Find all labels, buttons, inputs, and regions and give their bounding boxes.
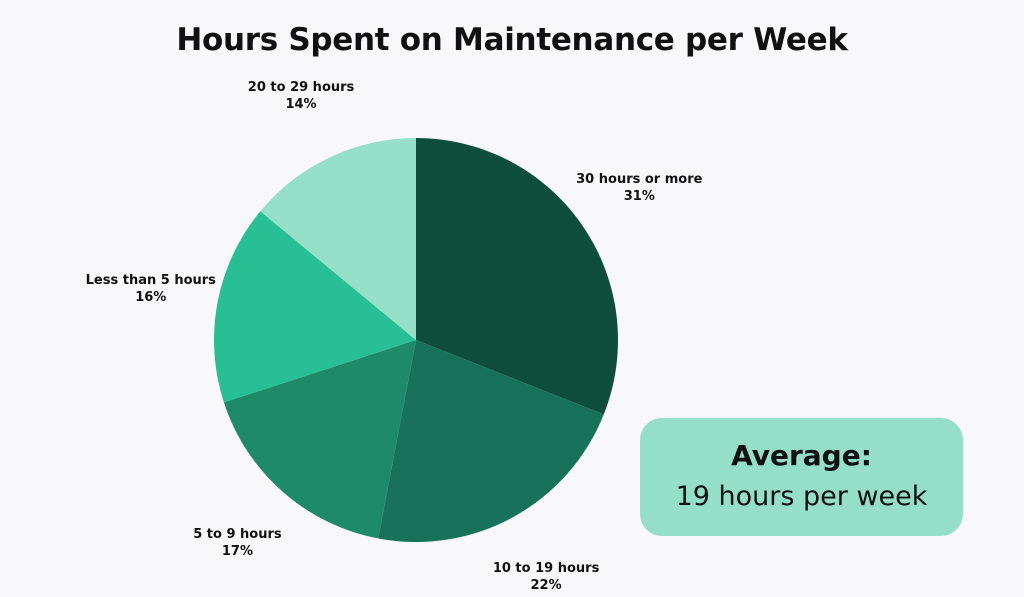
- slice-category-label: 20 to 29 hours: [247, 79, 355, 95]
- slice-category-label: Less than 5 hours: [85, 273, 216, 289]
- pie-slice-0: [416, 138, 618, 415]
- slice-percent-label: 16%: [135, 290, 167, 306]
- slice-label-4: 20 to 29 hours 14%: [248, 79, 355, 113]
- average-callout: Average: 19 hours per week: [640, 418, 963, 536]
- pie-slice-4: [260, 138, 416, 340]
- pie-slice-2: [223, 340, 416, 539]
- slice-label-2: 5 to 9 hours 17%: [193, 526, 281, 560]
- slice-percent-label: 14%: [285, 96, 317, 112]
- slice-category-label: 30 hours or more: [576, 172, 703, 188]
- slice-percent-label: 31%: [623, 189, 655, 205]
- pie-slice-1: [378, 340, 604, 542]
- average-label: Average:: [731, 439, 872, 472]
- slice-label-0: 30 hours or more 31%: [576, 171, 702, 205]
- chart-title: Hours Spent on Maintenance per Week: [176, 22, 848, 58]
- slice-category-label: 5 to 9 hours: [193, 526, 282, 542]
- average-value: 19 hours per week: [675, 481, 928, 512]
- slice-label-3: Less than 5 hours 16%: [86, 272, 216, 306]
- pie-slice-3: [214, 211, 416, 403]
- slice-label-1: 10 to 19 hours 22%: [493, 560, 600, 594]
- slice-category-label: 10 to 19 hours: [492, 560, 600, 576]
- slice-percent-label: 22%: [530, 577, 562, 593]
- slice-percent-label: 17%: [221, 543, 253, 559]
